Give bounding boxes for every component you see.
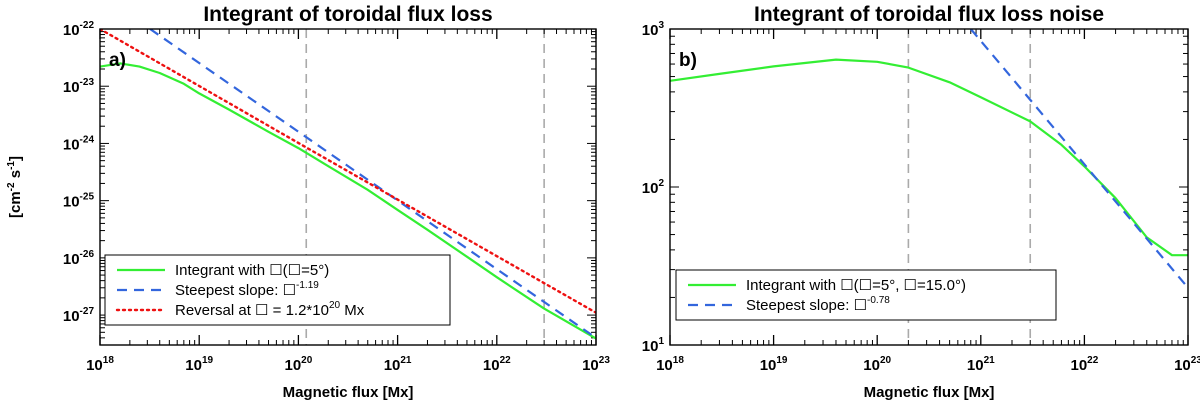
series-line-dashed	[149, 29, 596, 339]
chart-title: Integrant of toroidal flux loss noise	[754, 3, 1104, 26]
y-tick-label: 10-23	[63, 77, 95, 96]
x-tick-label: 1022	[1070, 355, 1098, 374]
series-group	[100, 29, 596, 340]
y-tick-label: 102	[642, 178, 665, 197]
legend-entry: Steepest slope: ☐-1.19	[175, 280, 319, 299]
series-line-solid	[670, 58, 1188, 257]
x-tick-label: 1023	[1174, 355, 1200, 374]
x-tick-label: 1018	[656, 355, 684, 374]
legend-entry: Integrant with ☐(☐=5°, ☐=15.0°)	[746, 277, 966, 294]
y-axis-label: [cm-2 s-1]	[6, 156, 24, 218]
x-axis-label: Magnetic flux [Mx]	[864, 384, 995, 401]
y-tick-label: 101	[642, 336, 665, 355]
plot-frame	[99, 28, 597, 346]
panel-b: Integrant of toroidal flux loss noise 101…	[642, 3, 1200, 401]
legend-box	[104, 254, 451, 326]
x-tick-label: 1021	[384, 355, 412, 374]
series-line-dotted	[100, 29, 596, 314]
x-axis-label: Magnetic flux [Mx]	[283, 384, 414, 401]
plot-frame	[669, 28, 1189, 346]
panel-a: Integrant of toroidal flux loss 1018 1019 1…	[6, 3, 610, 401]
panel-label: b)	[679, 50, 697, 71]
x-tick-label: 1018	[86, 355, 114, 374]
series-group	[670, 29, 1188, 289]
series-line-dashed	[969, 29, 1188, 289]
y-tick-label: 10-22	[63, 20, 95, 39]
y-tick-label: 10-25	[63, 192, 95, 211]
x-tick-label: 1021	[967, 355, 995, 374]
x-tick-label: 1019	[760, 355, 788, 374]
series-line-solid	[100, 62, 596, 340]
legend-entry: Reversal at ☐ = 1.2*1020 Mx	[175, 300, 365, 319]
x-tick-label: 1020	[284, 355, 312, 374]
y-tick-label: 103	[642, 20, 665, 39]
y-tick-label: 10-24	[63, 134, 95, 153]
x-tick-label: 1020	[863, 355, 891, 374]
x-tick-label: 1019	[185, 355, 213, 374]
x-tick-label: 1022	[483, 355, 511, 374]
y-tick-label: 10-27	[63, 306, 95, 325]
legend-entry: Integrant with ☐(☐=5°)	[175, 262, 329, 279]
legend-entry: Steepest slope: ☐-0.78	[746, 295, 890, 314]
y-tick-label: 10-26	[63, 249, 95, 268]
x-tick-label: 1023	[582, 355, 610, 374]
chart-title: Integrant of toroidal flux loss	[203, 3, 492, 26]
panel-label: a)	[109, 50, 126, 71]
legend-box	[675, 269, 1057, 321]
